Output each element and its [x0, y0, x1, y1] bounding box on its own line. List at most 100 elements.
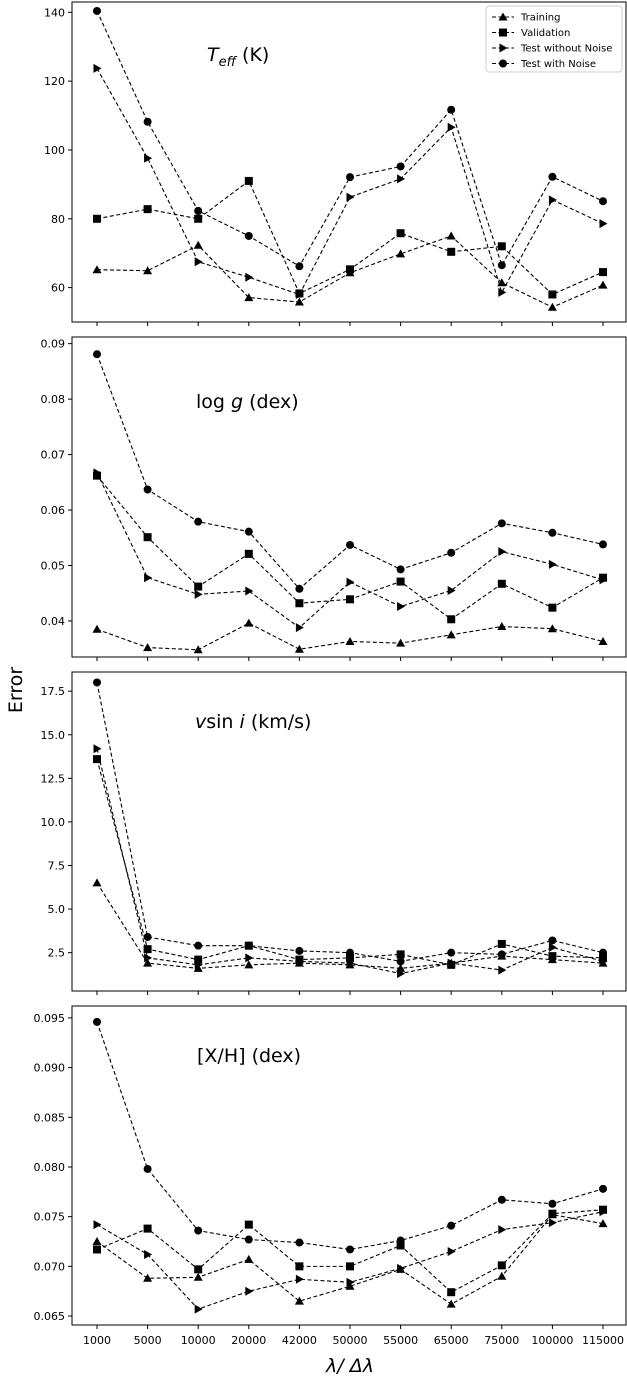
series-training — [92, 618, 608, 654]
data-point — [93, 755, 101, 764]
data-point — [244, 527, 253, 536]
data-point — [295, 262, 304, 271]
data-point — [143, 643, 153, 652]
data-point — [244, 176, 253, 185]
y-tick-label: 2.5 — [48, 947, 66, 960]
data-point — [295, 946, 304, 955]
data-point — [346, 1262, 354, 1271]
data-point — [295, 584, 304, 593]
legend-entry-validation: Validation — [492, 28, 570, 39]
data-point — [396, 162, 405, 171]
legend-label: Validation — [521, 28, 570, 39]
data-point — [244, 1235, 253, 1244]
panel-title: vsin i (km/s) — [195, 711, 311, 733]
y-tick-label: 5.0 — [48, 903, 66, 916]
y-tick-label: 15.0 — [41, 729, 66, 742]
data-point — [194, 582, 203, 591]
data-point — [93, 1245, 101, 1254]
series-test-with-noise — [93, 1017, 607, 1254]
data-point — [144, 153, 153, 163]
data-point — [346, 595, 354, 604]
data-point — [92, 624, 102, 633]
data-point — [497, 1261, 506, 1270]
data-point — [194, 206, 203, 215]
series-line — [96, 682, 604, 962]
data-point — [143, 117, 152, 126]
data-point — [547, 302, 557, 311]
data-point — [548, 195, 557, 205]
data-point — [548, 603, 557, 612]
data-point — [396, 565, 405, 574]
panel-1: 60 80 100 120 140 Teff (K) — [44, 1, 627, 326]
data-point — [346, 948, 354, 957]
legend-marker — [499, 43, 508, 53]
y-tick-label: 0.095 — [34, 1012, 66, 1025]
data-point — [245, 272, 254, 282]
data-point — [194, 955, 203, 964]
data-point — [194, 1265, 203, 1274]
data-point — [92, 265, 102, 274]
data-point — [396, 950, 405, 959]
data-point — [346, 192, 355, 202]
data-point — [447, 122, 456, 132]
y-tick-label: 0.065 — [34, 1310, 66, 1323]
data-point — [396, 229, 405, 238]
data-point — [498, 1225, 507, 1235]
y-tick-label: 0.09 — [41, 338, 66, 351]
panel-4: 0.065 0.070 0.075 0.080 0.085 0.090 0.095 1000 5… — [34, 1005, 627, 1347]
y-tick-label: 80 — [51, 213, 65, 226]
data-point — [599, 953, 607, 962]
data-point — [599, 268, 607, 277]
data-point — [346, 958, 355, 968]
y-tick-label: 100 — [44, 144, 65, 157]
data-point — [346, 265, 354, 274]
data-point — [93, 468, 102, 478]
data-point — [93, 1017, 101, 1026]
data-point — [497, 950, 506, 959]
y-axis-label: Error — [5, 667, 27, 714]
y-tick-label: 0.090 — [34, 1062, 66, 1075]
data-point — [194, 960, 203, 970]
data-point — [295, 1238, 304, 1247]
data-point — [599, 219, 608, 229]
data-point — [295, 289, 304, 299]
legend-frame — [485, 5, 623, 73]
data-point — [93, 214, 101, 223]
y-tick-label: 0.07 — [41, 449, 66, 462]
x-tick-label: 5000 — [134, 1334, 162, 1347]
data-point — [295, 599, 304, 608]
data-point — [497, 579, 506, 588]
data-point — [446, 1299, 456, 1308]
y-tick-label: 12.5 — [41, 772, 66, 785]
y-tick-label: 60 — [51, 282, 65, 295]
data-point — [497, 261, 506, 270]
data-point — [143, 485, 152, 494]
y-tick-label: 140 — [44, 6, 65, 19]
data-point — [144, 1249, 153, 1259]
data-point — [396, 249, 406, 258]
data-point — [599, 575, 608, 585]
data-point — [548, 1199, 557, 1208]
data-point — [498, 547, 507, 557]
data-point — [497, 519, 506, 528]
data-point — [295, 1274, 304, 1284]
series-test-without-noise — [93, 1207, 608, 1314]
data-point — [447, 1246, 456, 1256]
series-line — [96, 748, 604, 975]
data-point — [346, 1245, 354, 1254]
x-tick-label: 1000 — [83, 1334, 111, 1347]
panel-title: [X/H] (dex) — [197, 1045, 301, 1067]
data-point — [497, 621, 507, 630]
series-test-with-noise — [93, 678, 607, 966]
data-point — [93, 1220, 102, 1230]
data-point — [244, 960, 254, 969]
data-point — [244, 1220, 253, 1229]
x-tick-label: 65000 — [434, 1334, 469, 1347]
data-point — [244, 1254, 254, 1263]
data-point — [244, 618, 254, 627]
data-point — [244, 941, 253, 950]
series-line — [96, 472, 604, 629]
panel-frame — [71, 1005, 627, 1326]
